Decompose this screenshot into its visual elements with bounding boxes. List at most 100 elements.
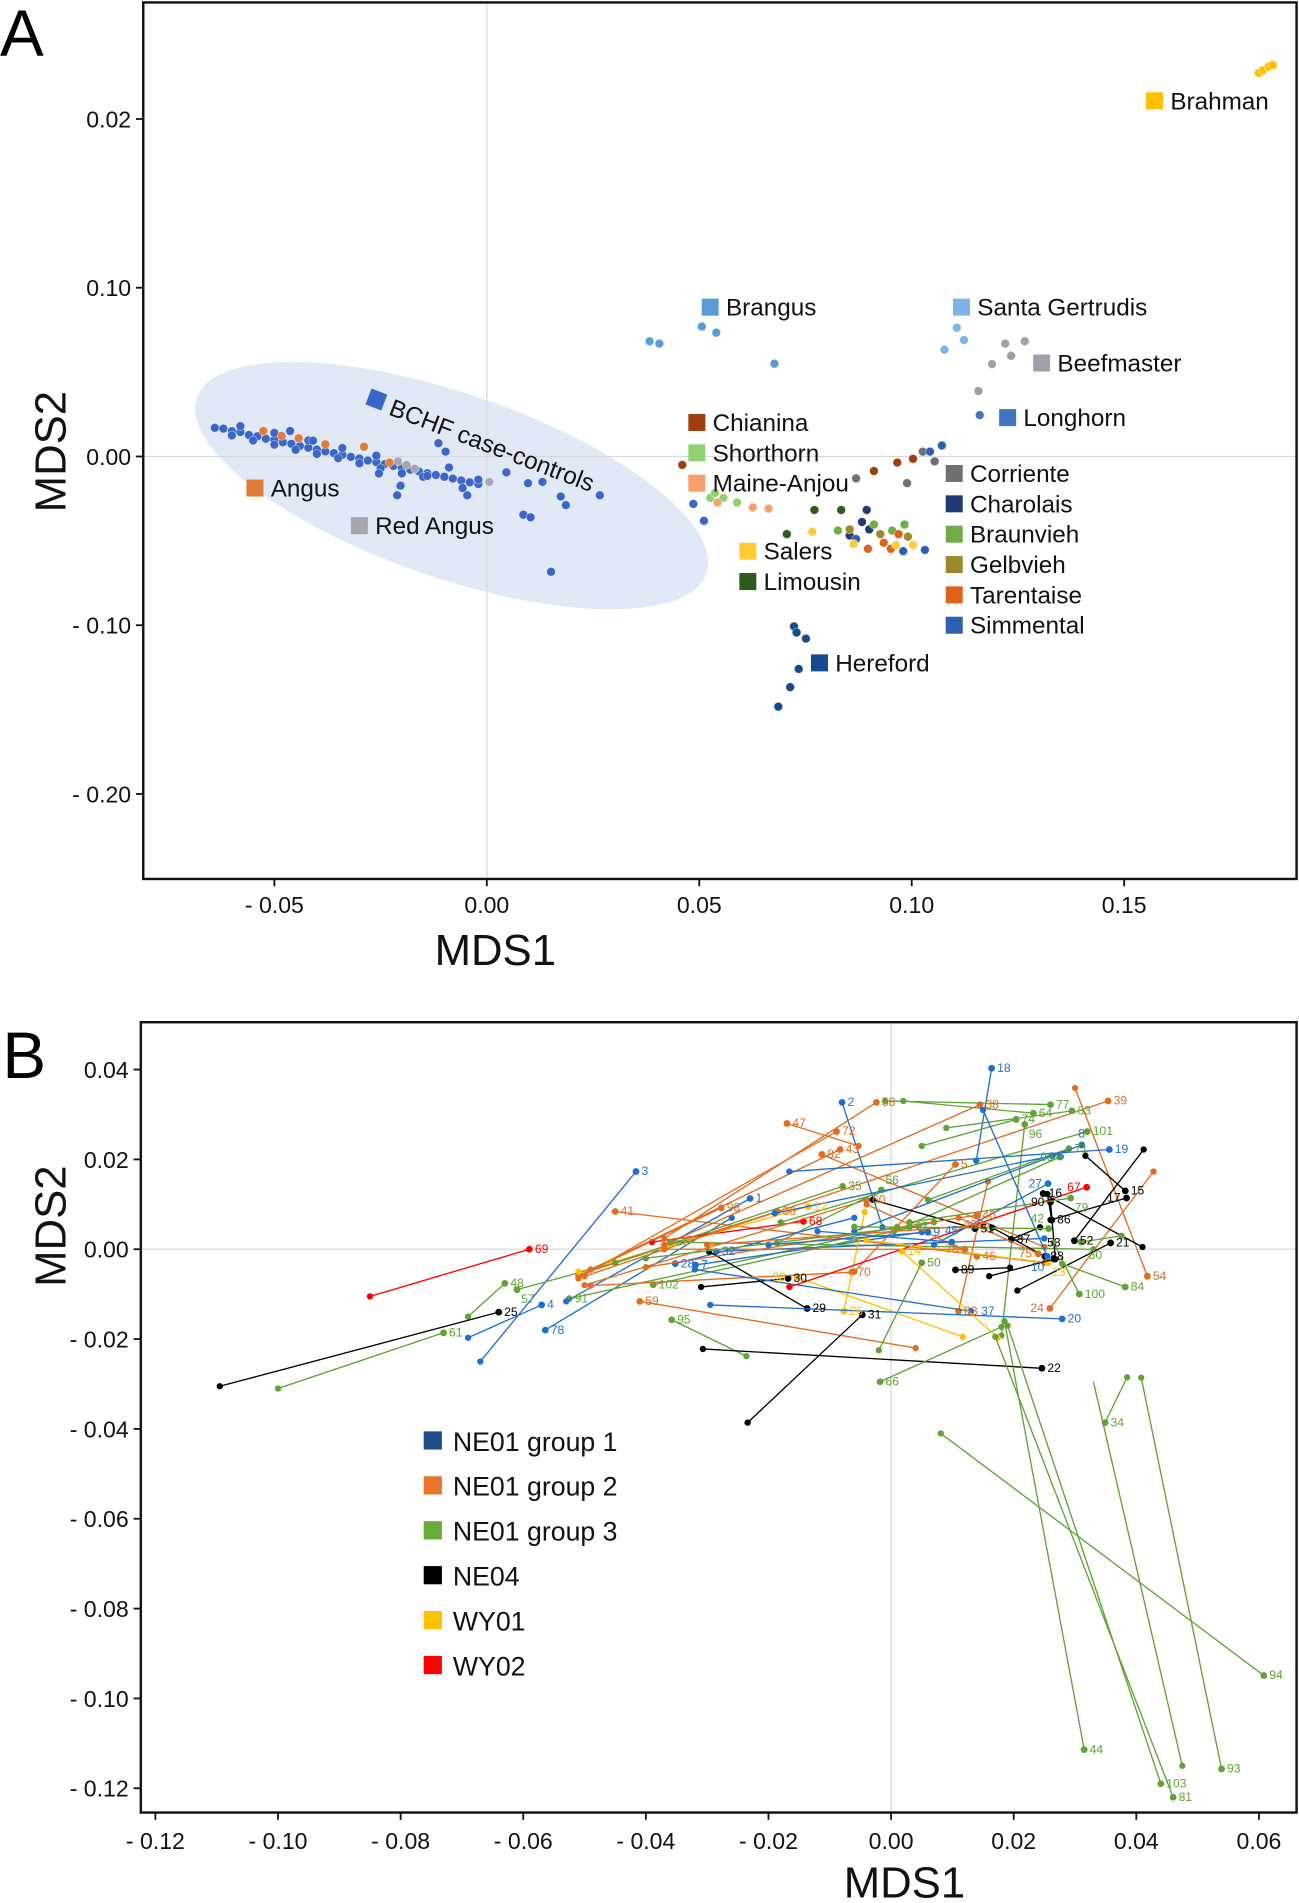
sample-point (477, 1358, 484, 1365)
sample-point (1140, 1146, 1147, 1153)
point-bchf-case-controls (433, 438, 444, 448)
sample-point-labeled (1038, 1364, 1046, 1372)
sample-label-86: 86 (1057, 1213, 1071, 1227)
sample-segment (853, 1163, 956, 1273)
sample-point (918, 1142, 925, 1150)
sample-segment (1074, 1087, 1148, 1277)
sample-point-labeled (1075, 1290, 1083, 1298)
sample-101 (777, 1128, 1091, 1226)
sample-76 (661, 1245, 969, 1253)
sample-segment (786, 1122, 859, 1147)
y-tick-label: - 0.10 (72, 613, 131, 639)
legend-swatch-limousin (739, 573, 757, 591)
sample-label: 49 (964, 1218, 978, 1232)
sample-point (814, 1228, 821, 1235)
label-corriente: Corriente (945, 461, 1070, 488)
legend-swatch-hereford (810, 654, 828, 672)
legend-swatch (423, 1655, 442, 1675)
x-tick-label: - 0.10 (249, 1828, 308, 1854)
sample-point-labeled (1218, 1765, 1225, 1773)
sample-label-101: 101 (1093, 1124, 1113, 1138)
point-bchf-case-controls (431, 470, 441, 480)
sample-9 (765, 1228, 932, 1248)
sample-segment (710, 1304, 1063, 1320)
sample-label: 18 (997, 1061, 1011, 1075)
sample-segment (872, 1199, 976, 1230)
group-label-text: Longhorn (1023, 405, 1126, 432)
sample-label-100: 100 (1085, 1287, 1105, 1301)
sample-segment (467, 1304, 542, 1339)
panel-b-ylabel: MDS2 (27, 1165, 76, 1286)
point-maine-anjou (763, 503, 774, 514)
panel-a-label: A (0, 0, 44, 70)
x-tick-label: - 0.04 (616, 1828, 675, 1854)
panel-a-ylabel: MDS2 (27, 391, 76, 512)
sample-point (851, 1223, 858, 1230)
sample-point-labeled (1121, 1187, 1129, 1195)
sample-point-labeled (525, 1245, 533, 1253)
sample-label: 101 (1093, 1124, 1113, 1138)
legend-item-ne01-group-1: NE01 group 1 (423, 1427, 618, 1457)
sample-segment (1042, 1192, 1143, 1248)
sample-point-labeled (988, 1064, 996, 1072)
sample-label: 53 (1047, 1236, 1061, 1250)
point-red-angus (393, 456, 403, 467)
sample-point (216, 1383, 223, 1390)
sample-point (1044, 1190, 1051, 1198)
sample-point-labeled (1046, 1305, 1054, 1312)
point-gelbvieh (844, 524, 855, 535)
sample-label: 50 (927, 1255, 941, 1269)
legend-item-ne01-group-2: NE01 group 2 (423, 1472, 618, 1502)
sample-label-67: 67 (1067, 1180, 1081, 1194)
sample-point (998, 1323, 1005, 1331)
sample-segment (933, 1183, 1049, 1246)
sample-label-8: 8 (1078, 1126, 1085, 1140)
sample-59 (636, 1297, 919, 1352)
sample-label: 34 (1111, 1415, 1125, 1429)
sample-label: 94 (1269, 1668, 1283, 1682)
panel-b-ticks: - 0.12 - 0.10 - 0.08 - 0.06 - 0.04 - 0.02 0.00… (70, 1057, 1282, 1854)
sample-label: 23 (1052, 1265, 1066, 1279)
sample-point-labeled (746, 1195, 754, 1202)
sample-label: 70 (857, 1265, 871, 1279)
sample-label: 41 (621, 1204, 635, 1218)
legend-swatch-red-angus (350, 517, 368, 535)
label-brangus: Brangus (701, 295, 816, 322)
panel-b-samples (216, 1064, 1268, 1801)
label-tarentaise: Tarentaise (945, 582, 1082, 609)
sample-label-36: 36 (783, 1204, 797, 1218)
x-tick-label: 0.00 (869, 1828, 914, 1854)
group-label-text: Brangus (726, 295, 816, 322)
sample-label-66: 66 (886, 1374, 900, 1388)
sample-label-88: 88 (1050, 1249, 1064, 1263)
sample-22 (699, 1345, 1046, 1372)
sample-label-87: 87 (1017, 1232, 1031, 1246)
y-tick-label: 0.02 (84, 1147, 129, 1173)
sample-segment (879, 1326, 1002, 1383)
point-bchf-case-controls (688, 499, 699, 509)
legend-swatch-chianina (688, 413, 706, 431)
sample-21 (1014, 1239, 1114, 1294)
sample-label: 16 (1049, 1186, 1063, 1200)
sample-point (786, 1168, 793, 1175)
sample-point-labeled (501, 1279, 509, 1287)
sample-point (464, 1334, 472, 1341)
group-label-text: Santa Gertrudis (977, 295, 1147, 322)
label-gelbvieh: Gelbvieh (945, 552, 1066, 579)
point-bchf-case-controls (337, 443, 348, 453)
sample-label: 33 (772, 1270, 786, 1284)
x-tick-label: 0.10 (889, 892, 934, 918)
point-brangus (697, 321, 707, 332)
sample-point (881, 1097, 889, 1105)
sample-31 (744, 1311, 866, 1426)
legend-label: NE01 group 1 (453, 1427, 618, 1457)
sample-segment (1003, 1320, 1085, 1750)
point-bchf-case-controls (595, 490, 605, 501)
legend-label: WY01 (453, 1606, 526, 1636)
group-label-text: Gelbvieh (970, 552, 1066, 579)
sample-segment (1092, 1381, 1183, 1766)
sample-label-17: 17 (1107, 1191, 1121, 1205)
sample-segment (789, 1148, 1110, 1173)
sample-label: 97 (915, 1219, 929, 1233)
sample-segment (975, 1068, 993, 1161)
